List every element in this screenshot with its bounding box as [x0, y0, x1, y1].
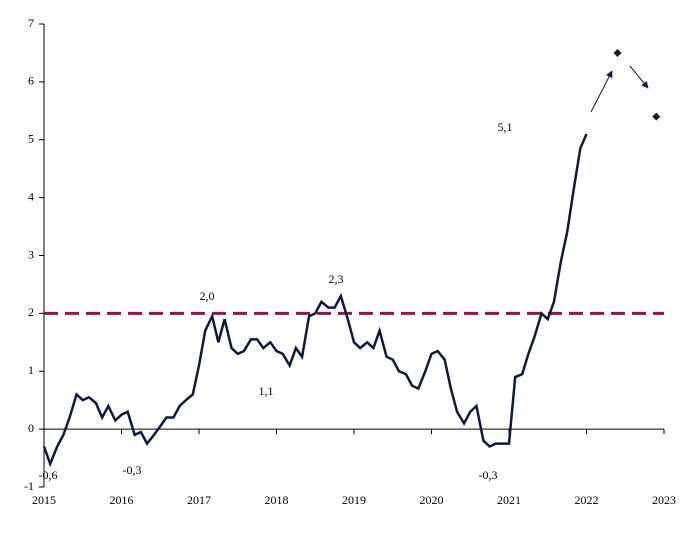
annotation: 2,0	[200, 289, 215, 303]
x-tick-label: 2015	[32, 493, 56, 507]
x-tick-label: 2023	[652, 493, 676, 507]
inflation-line	[42, 133, 588, 468]
y-tick-label: 5	[28, 132, 34, 146]
y-tick-label: 0	[28, 421, 34, 435]
y-tick-label: 7	[28, 16, 34, 30]
annotation: -0,3	[123, 463, 142, 477]
y-tick-label: -1	[24, 479, 34, 493]
forecast-point	[652, 112, 661, 121]
annotation: -0,6	[39, 468, 58, 482]
x-tick-label: 2019	[342, 493, 366, 507]
y-tick-label: 4	[28, 189, 34, 203]
y-tick-label: 6	[28, 74, 34, 88]
x-tick-label: 2016	[110, 493, 134, 507]
forecast-point	[613, 48, 622, 57]
arrow	[629, 65, 649, 89]
y-tick-label: 1	[28, 363, 34, 377]
x-tick-label: 2018	[265, 493, 289, 507]
annotation: 1,1	[259, 384, 274, 398]
annotation: -0,3	[479, 468, 498, 482]
x-tick-label: 2022	[575, 493, 599, 507]
x-tick-label: 2017	[187, 493, 211, 507]
x-tick-label: 2021	[497, 493, 521, 507]
arrow	[590, 70, 613, 113]
y-tick-label: 3	[28, 247, 34, 261]
annotation: 2,3	[329, 272, 344, 286]
y-tick-label: 2	[28, 305, 34, 319]
annotation: 5,1	[498, 120, 513, 134]
x-tick-label: 2020	[420, 493, 444, 507]
